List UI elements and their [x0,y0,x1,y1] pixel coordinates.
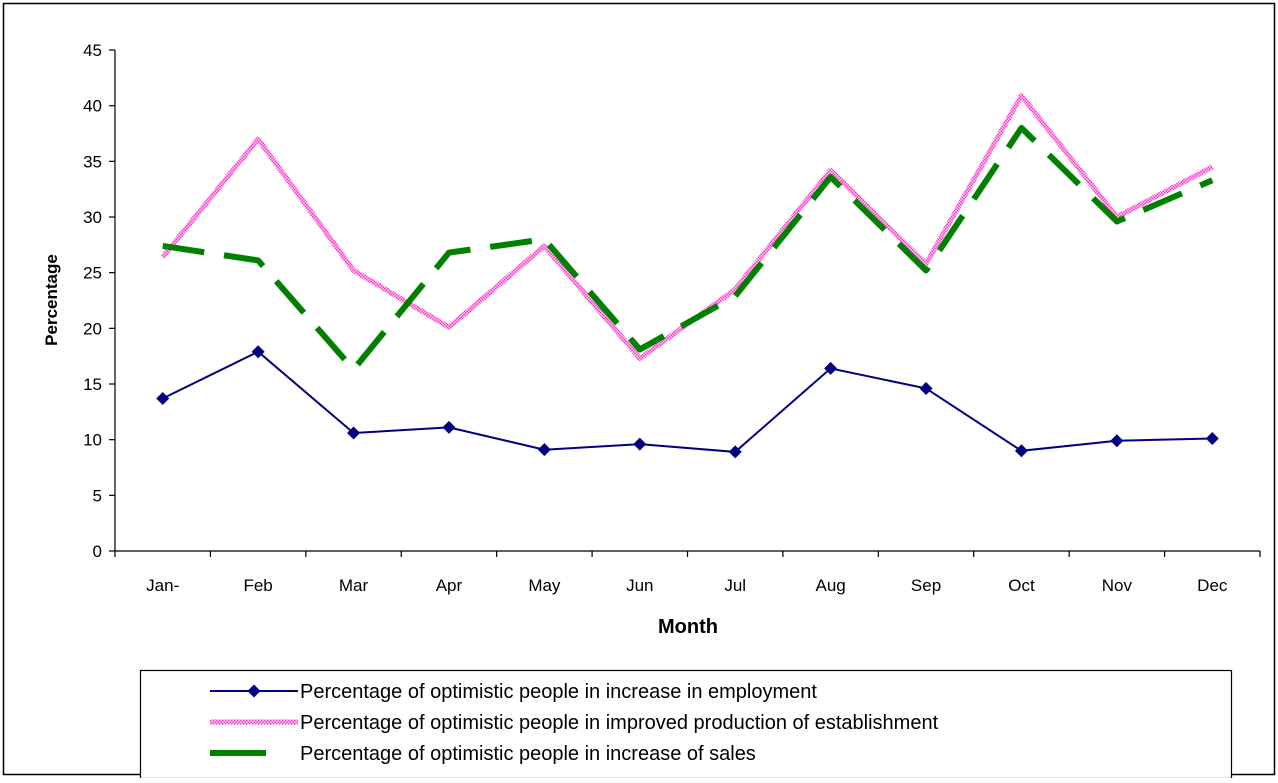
legend-label: Percentage of optimistic people in incre… [300,743,756,765]
legend-marker [247,684,261,698]
series-layer [156,93,1219,459]
series-3 [162,124,1214,373]
x-tick-label: Aug [816,576,846,595]
x-tick-label: Jan- [146,576,179,595]
y-tick-label: 40 [83,97,102,116]
y-tick-label: 30 [83,208,102,227]
y-tick-label: 15 [83,375,102,394]
data-point-marker [537,443,551,457]
data-point-marker [728,445,742,459]
x-ticks: Jan- Feb Mar Apr May Jun Jul Aug Sep Oct Nov Dec [114,551,1261,595]
y-tick-label: 5 [93,486,102,505]
data-point-marker [156,391,170,405]
x-tick-label: May [528,576,561,595]
legend-items: Percentage of optimistic people in incre… [210,681,939,765]
series-line [162,350,1213,453]
y-tick-label: 10 [83,431,102,450]
x-tick-label: Mar [339,576,369,595]
data-point-marker [442,420,456,434]
y-axis-title: Percentage [42,254,61,346]
x-tick-label: Jun [626,576,653,595]
y-ticks: 0 5 10 15 20 25 30 35 40 45 [83,41,115,561]
y-tick-label: 35 [83,152,102,171]
y-tick-label: 0 [93,542,102,561]
x-tick-label: Oct [1008,576,1035,595]
y-tick-label: 20 [83,319,102,338]
data-point-marker [1205,432,1219,446]
legend-item-3: Percentage of optimistic people in incre… [210,743,756,765]
legend-box [139,669,1233,780]
y-tick-label: 45 [83,41,102,60]
x-tick-label: Sep [911,576,941,595]
data-point-marker [251,345,265,359]
y-tick-label: 25 [83,264,102,283]
legend: Percentage of optimistic people in incre… [139,669,1233,780]
x-tick-label: Dec [1197,576,1228,595]
data-point-marker [1014,444,1028,458]
legend-label: Percentage of optimistic people in incre… [300,681,817,703]
data-point-marker [347,426,361,440]
series-line [162,124,1214,373]
x-tick-label: Nov [1102,576,1133,595]
data-point-marker [1110,434,1124,448]
x-tick-label: Apr [436,576,463,595]
x-tick-label: Feb [243,576,272,595]
data-point-marker [919,381,933,395]
x-tick-label: Jul [724,576,746,595]
data-point-marker [824,361,838,375]
series-1 [156,345,1219,459]
data-point-marker [633,437,647,451]
x-axis-title: Month [658,616,718,638]
legend-item-1: Percentage of optimistic people in incre… [210,681,817,703]
legend-label: Percentage of optimistic people in impro… [300,712,939,734]
legend-item-2: Percentage of optimistic people in impro… [210,712,939,734]
